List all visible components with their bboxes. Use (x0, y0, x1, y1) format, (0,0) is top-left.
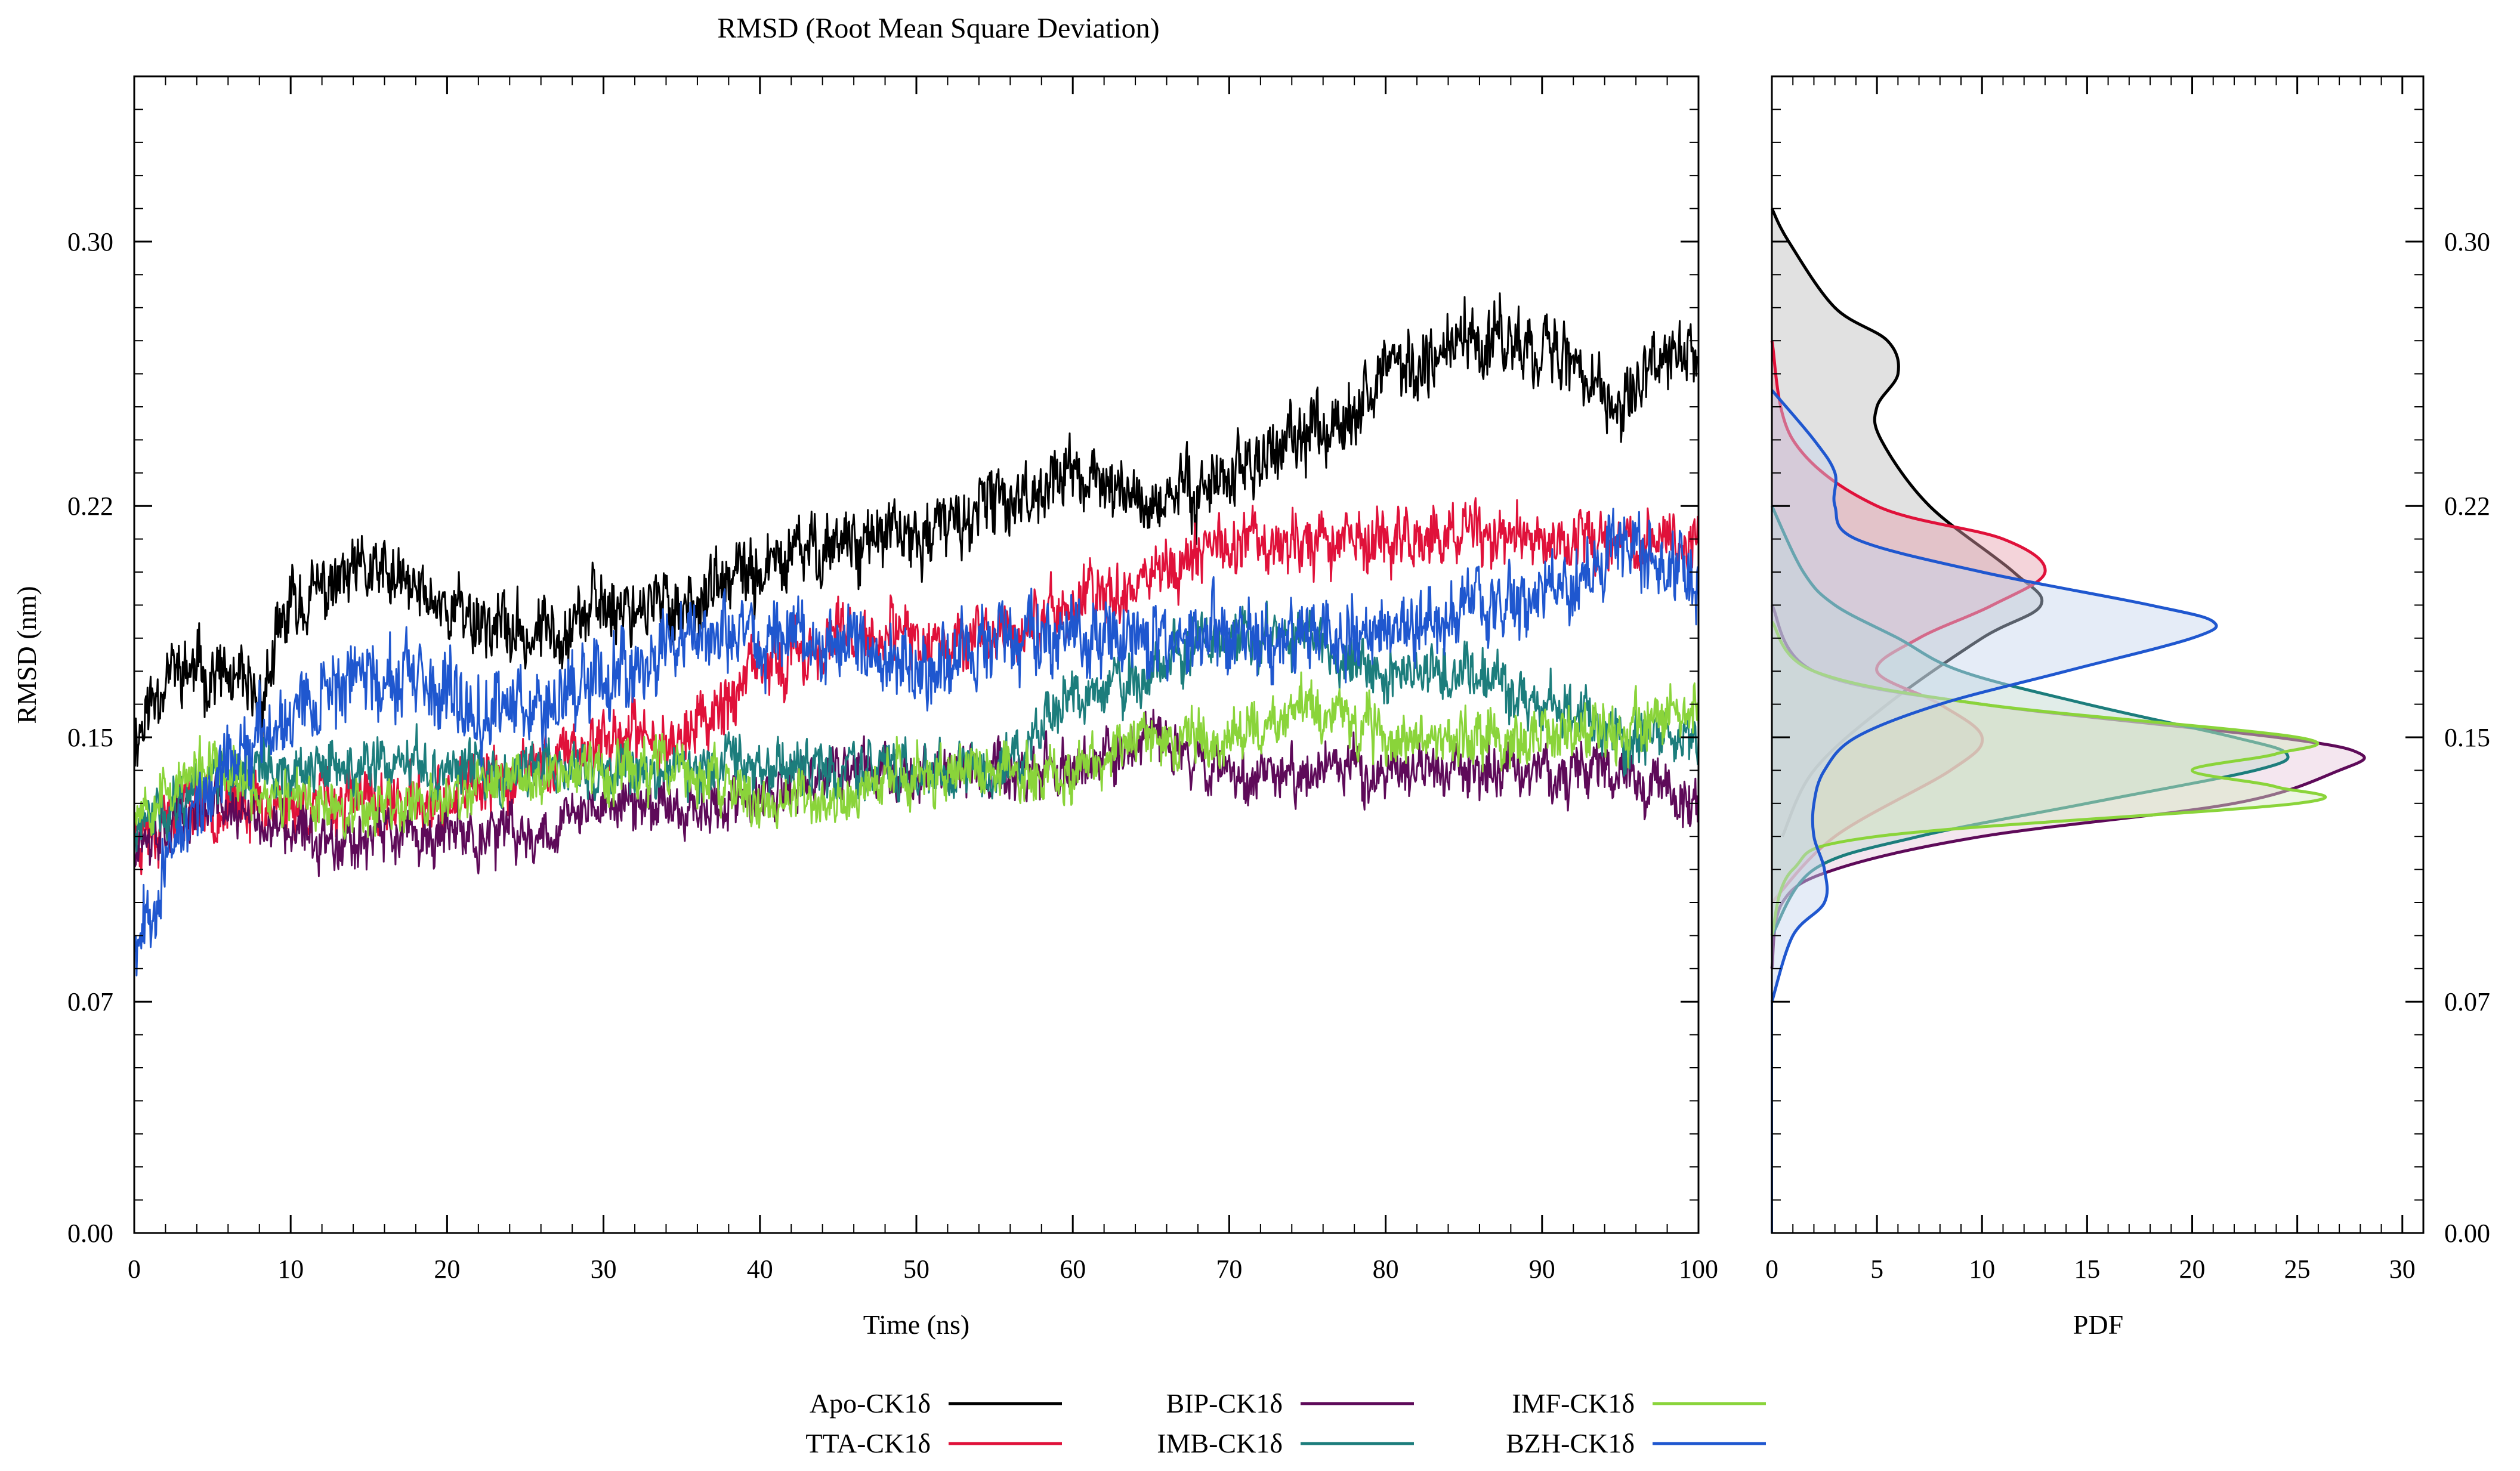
pdf-plot-frame (1771, 75, 2425, 1234)
x-tick-label: 30 (591, 1254, 617, 1284)
y-tick-label: 0.00 (67, 1219, 113, 1248)
pdf-area-5 (1772, 390, 2217, 1002)
pdf-x-tick-label: 15 (2074, 1254, 2100, 1284)
y-tick-label-right: 0.22 (2444, 492, 2490, 521)
main-series-lines (133, 292, 1700, 1233)
pdf-curve-4 (1770, 620, 2327, 937)
y-tick-label: 0.07 (67, 987, 113, 1016)
x-tick-label: 10 (277, 1254, 304, 1284)
pdf-x-axis-label: PDF (2073, 1309, 2123, 1340)
pdf-x-tick-label: 30 (2389, 1254, 2416, 1284)
series-line-5 (133, 508, 1700, 1233)
x-tick-label: 90 (1529, 1254, 1555, 1284)
x-tick-label: 80 (1373, 1254, 1399, 1284)
y-tick-label-right: 0.30 (2444, 227, 2490, 257)
legend-label: BZH-CK1δ (1506, 1428, 1635, 1458)
pdf-x-tick-label: 5 (1870, 1254, 1883, 1284)
x-tick-label: 100 (1679, 1254, 1718, 1284)
pdf-curve-0 (1770, 208, 2044, 838)
legend: Apo-CK1δ TTA-CK1δ BIP-CK1δ IMB-CK1δ IMF-CK1δ… (805, 1388, 1766, 1458)
main-axes: 0 10 20 30 40 50 60 70 80 90 100 0.00 0.07 0.15 0.22 0.… (67, 76, 1718, 1284)
x-tick-label: 0 (128, 1254, 141, 1284)
pdf-x-tick-label: 10 (1969, 1254, 1995, 1284)
pdf-x-tick-label: 0 (1765, 1254, 1778, 1284)
pdf-curve-1 (1770, 340, 2047, 904)
x-axis-label: Time (ns) (863, 1309, 970, 1340)
y-tick-label-right: 0.15 (2444, 723, 2490, 752)
series-line-1 (133, 497, 1700, 1233)
chart-title: RMSD (Root Mean Square Deviation) (717, 13, 1159, 44)
pdf-x-tick-label: 20 (2179, 1254, 2206, 1284)
x-tick-label: 20 (434, 1254, 460, 1284)
series-line-0 (133, 292, 1700, 1233)
pdf-series-areas (1770, 208, 2366, 1233)
x-tick-label: 60 (1060, 1254, 1086, 1284)
y-tick-label: 0.15 (67, 723, 113, 752)
legend-label: Apo-CK1δ (810, 1388, 931, 1419)
pdf-x-tick-label: 25 (2284, 1254, 2311, 1284)
x-tick-label: 40 (747, 1254, 773, 1284)
y-tick-label-right: 0.00 (2444, 1219, 2490, 1248)
pdf-plot-panel: 0 5 10 15 20 25 30 0.00 0.07 0.15 0.22 0.30 PDF (1765, 75, 2490, 1340)
y-tick-label: 0.22 (67, 492, 113, 521)
y-axis-label: RMSD (nm) (11, 586, 42, 724)
legend-label: TTA-CK1δ (805, 1428, 931, 1458)
legend-label: BIP-CK1δ (1166, 1388, 1283, 1419)
y-tick-label: 0.30 (67, 227, 113, 257)
x-tick-label: 70 (1216, 1254, 1242, 1284)
main-plot-panel: 0 10 20 30 40 50 60 70 80 90 100 0.00 0.07 0.15 0.22 0.… (11, 75, 1718, 1340)
pdf-area-4 (1772, 622, 2326, 936)
pdf-curve-5 (1770, 389, 2218, 1002)
series-line-4 (133, 671, 1700, 1233)
pdf-area-1 (1772, 341, 2046, 903)
pdf-area-3 (1772, 506, 2289, 936)
legend-label: IMB-CK1δ (1157, 1428, 1283, 1458)
pdf-curve-3 (1770, 505, 2290, 937)
y-tick-label-right: 0.07 (2444, 987, 2490, 1016)
legend-label: IMF-CK1δ (1512, 1388, 1635, 1419)
x-tick-label: 50 (903, 1254, 929, 1284)
main-plot-frame (133, 75, 1700, 1234)
